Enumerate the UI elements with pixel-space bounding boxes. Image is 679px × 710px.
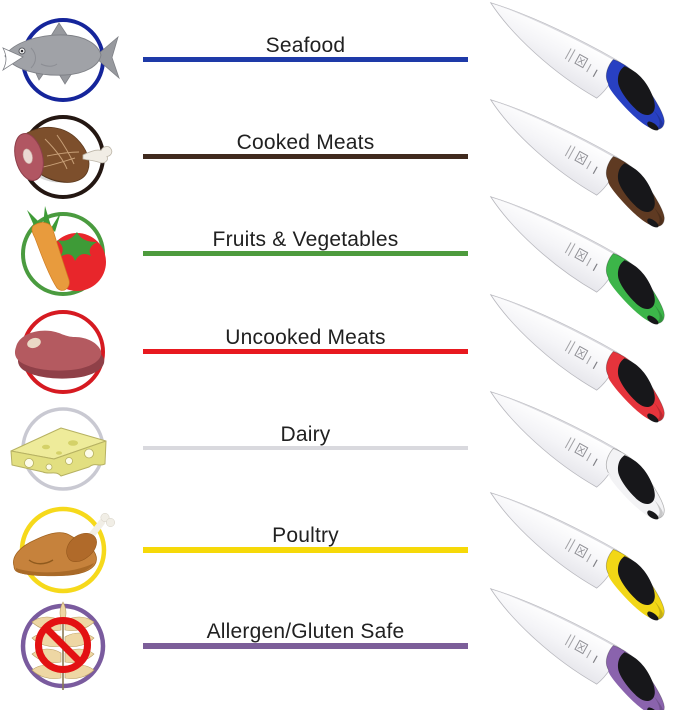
fish-icon	[1, 12, 125, 108]
category-row-cooked-meats: Cooked Meats	[0, 108, 679, 206]
category-row-uncooked-meats: Uncooked Meats	[0, 303, 679, 401]
category-label: Seafood	[265, 33, 346, 57]
category-color-line	[143, 547, 468, 553]
category-color-line	[143, 446, 468, 450]
carrot-tomato-icon	[1, 206, 125, 302]
category-label: Allergen/Gluten Safe	[206, 619, 405, 643]
category-label: Poultry	[272, 523, 339, 547]
category-color-line	[143, 57, 468, 62]
category-row-dairy: Dairy	[0, 400, 679, 498]
category-row-poultry: Poultry	[0, 501, 679, 599]
category-color-line	[143, 251, 468, 256]
category-row-allergen-gluten-safe: Allergen/Gluten Safe	[0, 597, 679, 695]
turkey-icon	[1, 502, 125, 598]
category-color-line	[143, 154, 468, 159]
no-gluten-icon	[1, 598, 125, 694]
category-label: Cooked Meats	[236, 130, 375, 154]
ham-icon	[1, 109, 125, 205]
category-label: Fruits & Vegetables	[212, 227, 399, 251]
category-color-line	[143, 643, 468, 649]
chef-knife-purple-handle	[480, 584, 676, 710]
category-label: Uncooked Meats	[225, 325, 386, 349]
cheese-icon	[1, 401, 125, 497]
category-label: Dairy	[280, 422, 331, 446]
category-color-line	[143, 349, 468, 354]
steak-icon	[1, 304, 125, 400]
chef-knife-white-handle	[480, 387, 676, 519]
category-row-seafood: Seafood	[0, 11, 679, 109]
category-row-fruits-vegetables: Fruits & Vegetables	[0, 205, 679, 303]
